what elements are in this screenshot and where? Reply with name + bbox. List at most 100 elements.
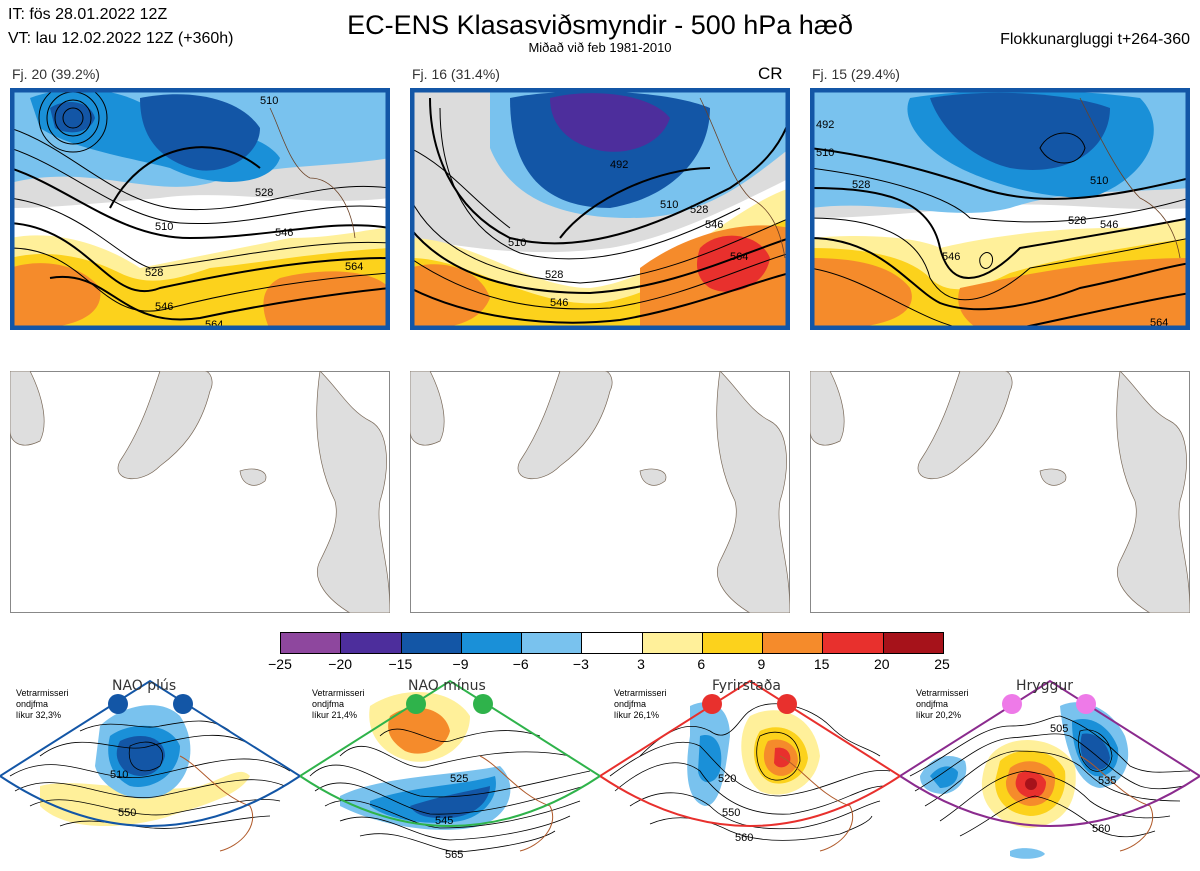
regime-3-note-line: Vetrarmisseri xyxy=(614,688,667,698)
cluster-1-label: Fj. 20 (39.2%) xyxy=(12,66,100,82)
cluster-1-contour-label: 528 xyxy=(255,187,273,199)
basemap-2 xyxy=(410,371,790,613)
colorbar-segment xyxy=(281,633,341,653)
cluster-2-contour-label: 510 xyxy=(508,237,526,249)
regime-4-dot xyxy=(1076,694,1096,714)
cluster-1-contour-label: 546 xyxy=(275,227,293,239)
cluster-2-label: Fj. 16 (31.4%) xyxy=(412,66,500,82)
regime-4-title: Hryggur xyxy=(1016,678,1073,694)
colorbar-segment xyxy=(400,633,461,653)
colorbar-segment xyxy=(581,633,642,653)
cluster-2-contour-label: 528 xyxy=(545,269,563,281)
page-subtitle: Miðað við feb 1981-2010 xyxy=(528,40,672,55)
cluster-2-contour-label: 492 xyxy=(610,159,628,171)
colorbar-segment xyxy=(701,633,763,653)
colorbar xyxy=(280,632,944,654)
colorbar-tick-label: 20 xyxy=(874,656,890,672)
colorbar-tick-label: −6 xyxy=(512,656,529,672)
cluster-3-label: Fj. 15 (29.4%) xyxy=(812,66,900,82)
cluster-1-contour-label: 564 xyxy=(205,319,223,330)
regime-4-note-line: Vetrarmisseri xyxy=(916,688,969,698)
cluster-1-contour-label: 528 xyxy=(145,267,163,279)
regime-1-dot xyxy=(108,694,128,714)
basemap-3 xyxy=(810,371,1190,613)
cluster-1-map: 510 528 546 564 528 546 510 564 xyxy=(10,88,390,330)
cluster-1-contour-label: 510 xyxy=(260,95,278,107)
regime-1-note-line: Vetrarmisseri xyxy=(16,688,69,698)
regime-4-contour-label: 505 xyxy=(1050,723,1068,735)
regime-3-note-line: ondjfma xyxy=(614,699,646,709)
cluster-2-cr-tag: CR xyxy=(758,64,783,83)
regime-2-dot xyxy=(473,694,493,714)
valid-time: VT: lau 12.02.2022 12Z (+360h) xyxy=(8,30,234,47)
colorbar-tick-label: 3 xyxy=(637,656,645,672)
regime-nao-plus: 510 550 NAO plús Vetrarmisseri ondjfma l… xyxy=(0,678,300,852)
colorbar-tick-label: −3 xyxy=(572,656,589,672)
cluster-3-contour-label: 546 xyxy=(1100,219,1118,231)
cluster-3-map: 492 510 528 546 510 528 546 564 xyxy=(810,88,1190,330)
regime-nao-minus: 525 545 565 NAO mínus Vetrarmisseri ondj… xyxy=(300,678,600,861)
regime-1-note-line: ondjfma xyxy=(16,699,48,709)
regime-3-contour-label: 550 xyxy=(722,807,740,819)
cluster-2-contour-label: 528 xyxy=(690,204,708,216)
colorbar-tick-label: −9 xyxy=(452,656,469,672)
colorbar-segment xyxy=(882,633,943,653)
regime-3-title: Fyrirstaða xyxy=(712,678,781,694)
regime-1-note-line: líkur 32,3% xyxy=(16,710,61,720)
cluster-1-contour-label: 564 xyxy=(345,261,363,273)
regime-1-dot xyxy=(173,694,193,714)
basemap-1 xyxy=(10,371,390,613)
regime-4-contour-label: 535 xyxy=(1098,775,1116,787)
regime-1-contour-label: 550 xyxy=(118,807,136,819)
regime-1-contour-label: 510 xyxy=(110,769,128,781)
regime-4-dot xyxy=(1002,694,1022,714)
colorbar-segment xyxy=(340,633,401,653)
regime-3-contour-label: 520 xyxy=(718,773,736,785)
regime-2-contour-label: 565 xyxy=(445,849,463,861)
colorbar-segment xyxy=(822,633,883,653)
regime-2-title: NAO mínus xyxy=(408,678,486,694)
initial-time: IT: fös 28.01.2022 12Z xyxy=(8,6,168,23)
regime-3-dot xyxy=(702,694,722,714)
regime-1-title: NAO plús xyxy=(112,678,176,694)
clustering-window-label: Flokkunargluggi t+264-360 xyxy=(1000,31,1190,48)
colorbar-tick-label: −20 xyxy=(328,656,353,672)
colorbar-tick-label: 6 xyxy=(697,656,706,672)
cluster-3-contour-label: 546 xyxy=(942,251,960,263)
colorbar-segment xyxy=(762,633,823,653)
cluster-3-contour-label: 492 xyxy=(816,119,834,131)
cluster-3-contour-label: 528 xyxy=(1068,215,1086,227)
regime-fyrirstada: 520 550 560 Fyrirstaða Vetrarmisseri ond… xyxy=(600,678,900,852)
regime-2-dot xyxy=(406,694,426,714)
regime-4-contour-label: 560 xyxy=(1092,823,1110,835)
regime-2-note-line: ondjfma xyxy=(312,699,344,709)
cluster-1-contour-label: 510 xyxy=(155,221,173,233)
regime-3-contour-label: 560 xyxy=(735,832,753,844)
cluster-2-map: 492 510 528 546 564 510 528 546 xyxy=(410,88,790,330)
colorbar-tick-label: −25 xyxy=(268,656,292,672)
colorbar-segment xyxy=(641,633,702,653)
cluster-2-contour-label: 510 xyxy=(660,199,678,211)
regime-2-contour-label: 525 xyxy=(450,773,468,785)
cluster-2-contour-label: 546 xyxy=(705,219,723,231)
regime-2-note-line: Vetrarmisseri xyxy=(312,688,365,698)
colorbar-tick-label: 15 xyxy=(813,656,830,672)
regime-hryggur: 505 535 560 Hryggur Vetrarmisseri ondjfm… xyxy=(900,678,1200,859)
colorbar-tick-label: −15 xyxy=(388,656,413,672)
regime-2-contour-label: 545 xyxy=(435,815,453,827)
regime-3-note-line: líkur 26,1% xyxy=(614,710,659,720)
cluster-2-contour-label: 546 xyxy=(550,297,568,309)
cluster-2-contour-label: 564 xyxy=(730,251,748,263)
cluster-3-contour-label: 510 xyxy=(1090,175,1108,187)
colorbar-tick-label: 9 xyxy=(757,656,766,672)
cluster-3-contour-label: 510 xyxy=(816,147,834,159)
regime-3-dot xyxy=(777,694,797,714)
colorbar-segment xyxy=(521,633,582,653)
cluster-1-contour-label: 546 xyxy=(155,301,173,313)
regime-4-note-line: ondjfma xyxy=(916,699,948,709)
page-title: EC-ENS Klasasviðsmyndir - 500 hPa hæð xyxy=(347,10,853,40)
regime-2-note-line: líkur 21,4% xyxy=(312,710,357,720)
colorbar-tick-label: 25 xyxy=(934,656,950,672)
cluster-3-contour-label: 528 xyxy=(852,179,870,191)
colorbar-segment xyxy=(460,633,522,653)
